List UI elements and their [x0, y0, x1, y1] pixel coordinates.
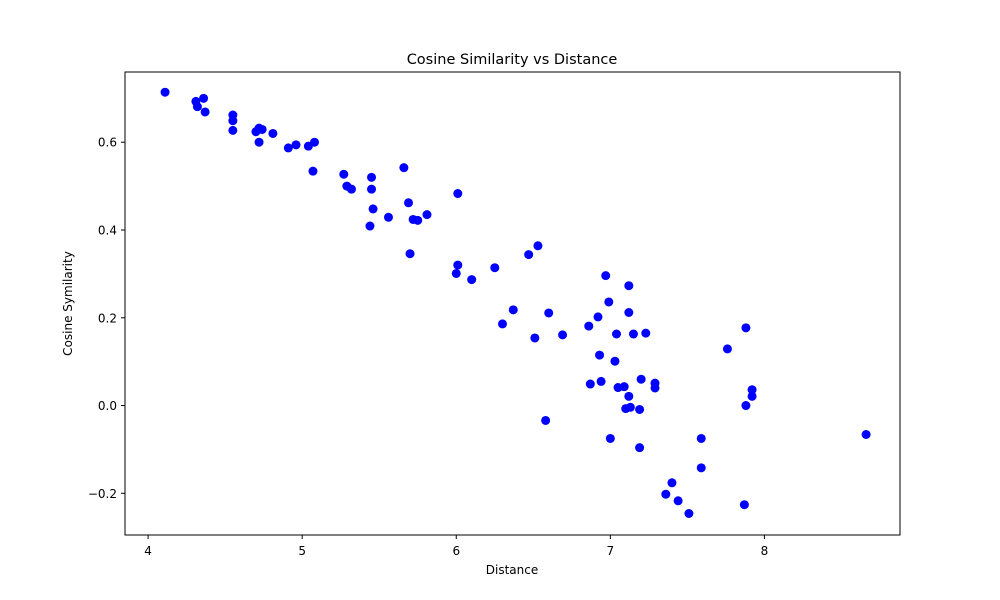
data-point	[619, 382, 629, 392]
data-point	[601, 271, 611, 281]
data-point	[383, 212, 393, 222]
data-point	[367, 172, 377, 182]
plot-frame	[124, 71, 901, 536]
data-point	[453, 189, 463, 199]
data-point	[624, 281, 634, 291]
data-point	[228, 116, 238, 126]
data-point	[610, 356, 620, 366]
data-point	[667, 478, 677, 488]
data-point	[254, 137, 264, 147]
data-point	[604, 297, 614, 307]
x-tick-label: 6	[452, 544, 460, 558]
data-point	[747, 385, 757, 395]
data-point	[404, 198, 413, 208]
x-tick-label: 7	[607, 544, 615, 558]
data-point	[628, 329, 638, 339]
y-axis-label: Cosine Symilarity	[61, 251, 75, 356]
data-point	[596, 376, 606, 386]
data-point	[624, 391, 634, 401]
data-point	[595, 350, 605, 360]
data-point	[635, 443, 645, 453]
x-tick-label: 4	[144, 544, 152, 558]
data-point	[593, 312, 603, 322]
data-point	[310, 137, 320, 147]
data-point	[722, 344, 732, 354]
data-point	[405, 249, 415, 259]
data-point	[368, 204, 378, 214]
data-point	[605, 433, 615, 443]
data-point	[160, 87, 170, 97]
x-tick-label: 5	[298, 544, 306, 558]
data-point	[584, 321, 594, 331]
data-point	[696, 463, 706, 473]
data-point	[741, 323, 751, 333]
y-tick-label: 0.2	[98, 311, 117, 325]
data-point	[508, 305, 518, 315]
data-point	[490, 263, 500, 273]
data-point	[861, 430, 871, 439]
x-axis-label: Distance	[486, 563, 538, 577]
data-point	[739, 500, 749, 510]
data-points	[160, 87, 871, 518]
data-point	[453, 260, 463, 270]
y-tick-label: −0.2	[88, 487, 117, 501]
data-point	[650, 383, 660, 393]
data-point	[228, 125, 238, 135]
x-tick-label: 8	[761, 544, 769, 558]
data-point	[200, 107, 210, 117]
y-tick-label: 0.6	[98, 136, 117, 150]
data-point	[612, 329, 621, 339]
data-point	[467, 275, 477, 285]
data-point	[524, 250, 534, 260]
data-point	[641, 328, 651, 338]
data-point	[422, 210, 432, 220]
data-point	[192, 102, 202, 112]
data-point	[268, 128, 278, 138]
x-axis-ticks: 4 5 6 7 8	[144, 535, 768, 558]
y-axis-ticks: −0.2 0.0 0.2 0.4 0.6	[88, 136, 125, 501]
data-point	[661, 489, 671, 499]
data-point	[199, 93, 209, 103]
data-point	[365, 221, 375, 231]
data-point	[533, 241, 543, 251]
data-point	[283, 143, 293, 153]
y-tick-label: 0.4	[98, 223, 117, 237]
y-tick-label: 0.0	[98, 399, 117, 413]
data-point	[747, 391, 757, 401]
data-point	[339, 169, 349, 179]
data-point	[367, 184, 377, 194]
data-point	[257, 124, 267, 134]
data-point	[497, 319, 507, 329]
data-point	[741, 401, 751, 411]
data-point	[544, 308, 554, 318]
data-point	[451, 268, 461, 278]
data-point	[530, 333, 540, 343]
data-point	[308, 166, 318, 176]
data-point	[696, 433, 706, 443]
data-point	[413, 215, 423, 225]
data-point	[684, 509, 694, 518]
data-point	[635, 404, 645, 414]
data-point	[558, 330, 568, 340]
data-point	[585, 379, 595, 389]
data-point	[624, 308, 634, 317]
data-point	[291, 140, 301, 150]
data-point	[399, 163, 409, 173]
chart-title: Cosine Similarity vs Distance	[407, 52, 618, 68]
data-point	[673, 496, 683, 506]
data-point	[625, 402, 635, 412]
data-point	[541, 415, 551, 425]
data-point	[346, 184, 356, 194]
data-point	[636, 374, 646, 384]
